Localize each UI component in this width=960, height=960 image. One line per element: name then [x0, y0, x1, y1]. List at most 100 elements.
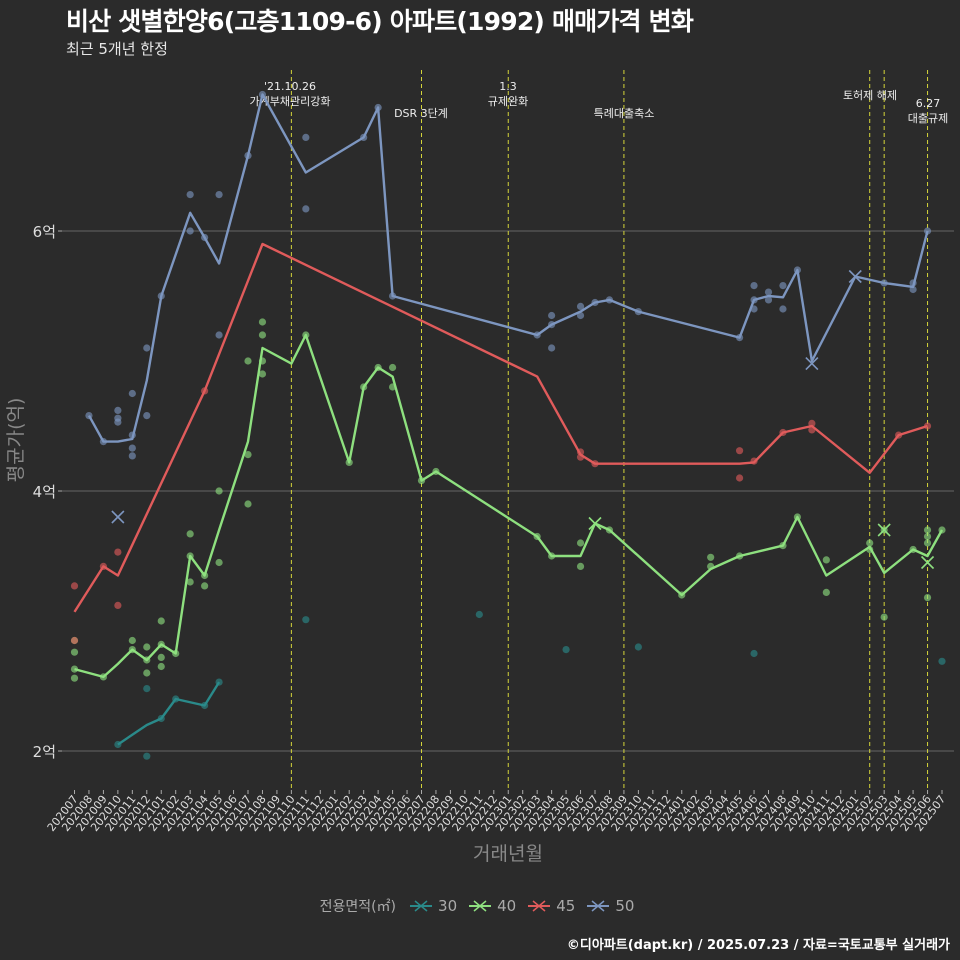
data-point [186, 227, 194, 235]
event-label-line: 대출규제 [908, 112, 948, 125]
event-label: 특례대출축소 [594, 107, 655, 120]
data-point [779, 305, 787, 313]
series-line [87, 93, 929, 443]
legend-key [587, 900, 610, 912]
data-point [562, 646, 570, 654]
legend-key-cross [414, 900, 428, 912]
event-label-line: 규제완화 [488, 95, 528, 108]
data-point [750, 649, 758, 658]
data-point [143, 669, 151, 677]
data-point [244, 357, 252, 365]
data-point [548, 344, 556, 352]
y-tick-label: 4억 [33, 483, 56, 501]
data-point [186, 578, 194, 586]
data-point [576, 562, 585, 571]
legend-key [528, 900, 551, 912]
data-point [143, 685, 151, 693]
legend-label: 40 [497, 897, 517, 915]
data-point [388, 363, 397, 372]
data-point [822, 588, 830, 597]
event-label-line: '21.10.26 [264, 80, 316, 93]
data-point [634, 643, 642, 651]
data-point [302, 133, 310, 141]
legend-title: 전용면적(㎡) [319, 899, 397, 915]
data-point [750, 282, 758, 290]
legend-key [410, 900, 433, 912]
event-label: 6.27 대출규제 [908, 97, 948, 125]
data-point [923, 539, 932, 547]
data-point [114, 406, 122, 414]
data-point [157, 662, 165, 671]
legend-key [469, 900, 492, 912]
event-label: 1.3 규제완화 [488, 80, 528, 108]
chart-title: 비산 샛별한양6(고층1109-6) 아파트(1992) 매매가격 변화 [66, 7, 694, 36]
data-point [215, 191, 223, 199]
data-point [576, 539, 585, 547]
data-point [143, 643, 151, 651]
event-label-line: 가계부채관리강화 [250, 95, 331, 108]
cross-marker [805, 357, 819, 371]
event-label-line: 1.3 [499, 80, 517, 93]
event-label: '21.10.26 가계부채관리강화 [250, 80, 331, 108]
data-point [128, 389, 136, 398]
legend-items: 30 40 45 50 [404, 897, 640, 915]
data-point [764, 296, 773, 304]
data-point [779, 282, 787, 290]
data-point [735, 474, 744, 482]
data-point [822, 556, 830, 564]
axes: 2억4억6억2020072020082020092020102020112020… [33, 223, 949, 834]
data-point [157, 617, 165, 625]
data-point [258, 318, 267, 326]
series-50 [85, 90, 932, 524]
data-point [70, 636, 79, 645]
data-point [576, 302, 585, 310]
series-45 [70, 242, 932, 645]
legend-key-cross [591, 900, 605, 912]
event-label-line: 특례대출축소 [594, 107, 655, 120]
data-point [215, 487, 223, 495]
series-40 [70, 318, 946, 682]
data-point [128, 636, 136, 645]
data-point [114, 601, 122, 610]
data-point [735, 447, 744, 455]
data-point [707, 553, 715, 561]
data-point [70, 648, 79, 656]
data-point [302, 616, 310, 624]
data-point [938, 657, 946, 665]
data-point [70, 582, 79, 590]
source-caption: ©디아파트(dapt.kr) / 2025.07.23 / 자료=국토교통부 실… [566, 938, 950, 953]
legend-item-50: 50 [587, 897, 634, 915]
series-30 [114, 610, 946, 760]
event-label: DSR 3단계 [394, 107, 448, 120]
data-point [143, 752, 151, 760]
data-point [215, 331, 223, 339]
series-group [70, 90, 946, 760]
legend-key-cross [473, 900, 487, 912]
cross-marker [848, 269, 862, 284]
data-point [114, 548, 122, 556]
legend-label: 30 [438, 897, 458, 915]
x-axis-label: 거래년월 [473, 843, 543, 865]
cross-marker [920, 555, 935, 570]
data-point [128, 444, 136, 452]
y-axis-label: 평균가(억) [5, 398, 27, 483]
legend-label: 50 [615, 897, 635, 915]
data-point [475, 610, 483, 619]
legend: 전용면적(㎡) 30 40 45 50 [0, 896, 960, 916]
data-point [764, 288, 773, 296]
series-line [117, 681, 221, 746]
event-label-line: 6.27 [916, 97, 941, 110]
data-point [244, 500, 252, 508]
data-point [923, 532, 932, 541]
data-point [143, 344, 151, 352]
legend-key-cross [532, 900, 546, 912]
data-point [114, 418, 122, 426]
data-point [215, 558, 223, 567]
legend-item-45: 45 [528, 897, 575, 915]
cross-marker [588, 516, 602, 531]
event-label-line: DSR 3단계 [394, 107, 448, 120]
data-point [143, 412, 151, 420]
legend-item-40: 40 [469, 897, 516, 915]
